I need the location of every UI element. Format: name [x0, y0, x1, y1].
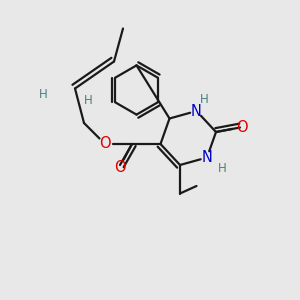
Text: N: N [191, 103, 202, 118]
Text: O: O [99, 136, 111, 152]
Text: H: H [200, 93, 208, 106]
Text: H: H [84, 94, 93, 107]
Text: H: H [218, 162, 226, 175]
Text: N: N [202, 150, 212, 165]
Text: H: H [39, 88, 48, 101]
Text: O: O [236, 120, 247, 135]
Text: O: O [114, 160, 126, 175]
